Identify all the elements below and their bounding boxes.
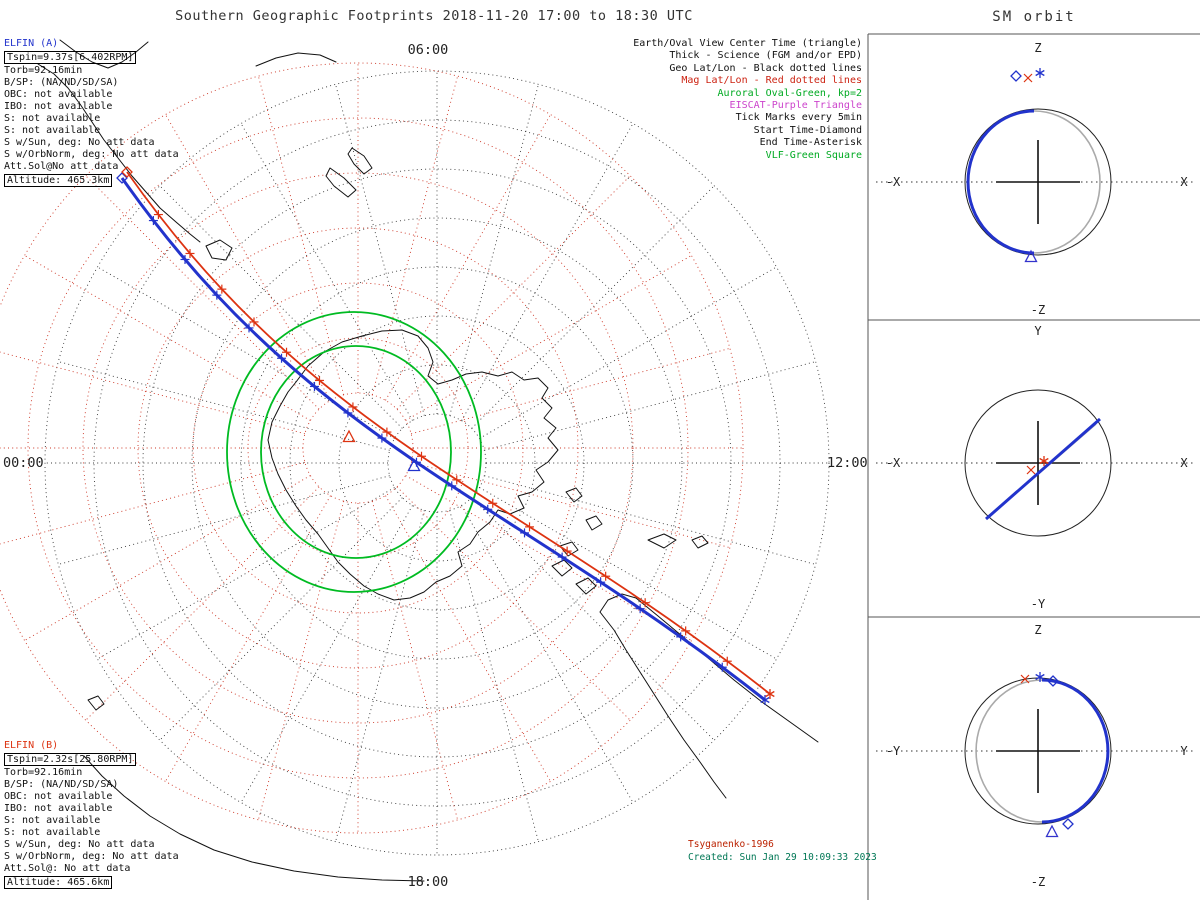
satellite-b-name: ELFIN (B) — [4, 740, 59, 751]
island — [87, 695, 105, 711]
sm-panel-zx: Z -X X -Z — [876, 41, 1196, 317]
satellite-a-s1: S: not available — [4, 113, 101, 124]
satellite-a-s-orbnorm: S w/OrbNorm, deg: No att data — [4, 149, 179, 160]
sm-panel-zy: Z -Y Y -Z — [876, 623, 1196, 889]
legend-line: VLF-Green Square — [765, 149, 862, 161]
new-zealand-south — [325, 167, 357, 198]
antarctica-coast — [267, 329, 559, 601]
south-america-west-coast — [599, 611, 727, 799]
legend-line: End Time-Asterisk — [759, 137, 862, 149]
legend-line: Thick - Science (FGM and/or EPD) — [669, 50, 862, 62]
satellite-b-obc: OBC: not available — [4, 791, 113, 802]
satellite-b-bsp: B/SP: (NA/ND/SD/SA) — [4, 779, 119, 790]
legend-line: Auroral Oval-Green, kp=2 — [717, 87, 863, 99]
satellite-b-altitude: Altitude: 465.6km — [4, 876, 113, 889]
sm2-axis-top: Y — [1034, 324, 1042, 338]
sm1-axis-left: -X — [886, 175, 901, 189]
sm-orbit-title: SM orbit — [992, 9, 1076, 25]
sm1-axis-top: Z — [1034, 41, 1041, 55]
satellite-a-tspin: Tspin=9.37s[6.402RPM] — [4, 51, 137, 64]
sm3-orbit-nearside — [1041, 678, 1110, 824]
sm1-orbit-nearside — [966, 109, 1035, 255]
satellite-b-s1: S: not available — [4, 815, 101, 826]
island — [559, 541, 579, 557]
footer-block: Tsyganenko-1996 Created: Sun Jan 29 10:0… — [688, 838, 877, 864]
sm3-axis-top: Z — [1034, 623, 1041, 637]
legend-line: Earth/Oval View Center Time (triangle) — [633, 38, 862, 49]
sm3-axis-bottom: -Z — [1031, 875, 1045, 889]
new-zealand-north — [347, 147, 373, 175]
page-title: Southern Geographic Footprints 2018-11-2… — [175, 8, 693, 24]
south-america-east-coast — [635, 597, 819, 743]
legend-line: Tick Marks every 5min — [735, 112, 862, 124]
island — [565, 487, 583, 503]
sm-orbit-markers — [1010, 68, 1074, 838]
satellite-a-altitude: Altitude: 465.3km — [4, 174, 113, 187]
sm2-earth-circle — [964, 389, 1112, 537]
sm2-axis-right: X — [1180, 456, 1188, 470]
geographic-grid — [44, 70, 830, 856]
sm3-axis-left: -Y — [886, 744, 901, 758]
satellite-b-s-sun: S w/Sun, deg: No att data — [4, 839, 155, 850]
clock-label-bottom: 18:00 — [408, 874, 449, 890]
satellite-a-bsp: B/SP: (NA/ND/SD/SA) — [4, 77, 119, 88]
satellite-a-ibo: IBO: not available — [4, 101, 113, 112]
clock-label-left: 00:00 — [3, 455, 44, 471]
satellite-b-torb: Torb=92.16min — [4, 767, 83, 778]
legend-line: EISCAT-Purple Triangle — [729, 100, 862, 112]
top-edge-coast — [255, 52, 337, 67]
island — [551, 559, 573, 577]
satellite-b-att-sol: Att.Sol@: No att data — [4, 863, 131, 874]
sm2-axis-bottom: -Y — [1031, 597, 1046, 611]
legend-line: Geo Lat/Lon - Black dotted lines — [669, 62, 862, 74]
island — [647, 533, 677, 549]
africa-coast — [83, 755, 425, 882]
satellite-b-s2: S: not available — [4, 827, 101, 838]
sm1-axis-right: X — [1180, 175, 1188, 189]
field-model-label: Tsyganenko-1996 — [688, 839, 774, 850]
sm3-axis-right: Y — [1180, 744, 1188, 758]
elfin-a-info-block: ELFIN (A) Tspin=9.37s[6.402RPM] Torb=92.… — [4, 38, 179, 188]
island — [691, 535, 709, 549]
sm1-axis-bottom: -Z — [1031, 303, 1045, 317]
sm-panel-yx: Y -X X -Y — [876, 324, 1196, 611]
satellite-a-s2: S: not available — [4, 125, 101, 136]
island — [575, 577, 597, 595]
satellite-b-s-orbnorm: S w/OrbNorm, deg: No att data — [4, 851, 179, 862]
australia-coast — [37, 63, 201, 243]
sm2-orbit-nearside — [985, 417, 1101, 521]
clock-label-top: 06:00 — [408, 42, 449, 58]
satellite-a-att-sol: Att.Sol@No att data — [4, 161, 119, 172]
coastlines — [37, 39, 819, 882]
island — [585, 515, 603, 531]
orbit-tracks — [120, 171, 771, 702]
main-polar-plot: 06:00 00:00 12:00 18:00 — [0, 39, 868, 890]
satellite-a-torb: Torb=92.16min — [4, 65, 83, 76]
legend-line: Start Time-Diamond — [753, 124, 862, 136]
satellite-a-s-sun: S w/Sun, deg: No att data — [4, 137, 155, 148]
legend-line: Mag Lat/Lon - Red dotted lines — [681, 75, 862, 87]
auroral-oval — [226, 311, 482, 593]
elfin-b-info-block: ELFIN (B) Tspin=2.32s[25.80RPM] Torb=92.… — [4, 740, 179, 890]
tasmania — [205, 239, 233, 261]
clock-label-right: 12:00 — [827, 455, 868, 471]
orbit-markers — [116, 166, 775, 705]
sm1-orbit-farside — [1033, 110, 1101, 254]
satellite-b-tspin: Tspin=2.32s[25.80RPM] — [4, 753, 137, 766]
south-america-tip — [599, 593, 637, 613]
sm2-axis-left: -X — [886, 456, 901, 470]
created-timestamp: Created: Sun Jan 29 10:09:33 2023 — [688, 852, 877, 863]
sm1-earth-circle — [964, 108, 1112, 256]
satellite-a-name: ELFIN (A) — [4, 38, 59, 49]
legend-block: Earth/Oval View Center Time (triangle) T… — [520, 38, 862, 162]
satellite-a-obc: OBC: not available — [4, 89, 113, 100]
satellite-b-ibo: IBO: not available — [4, 803, 113, 814]
sm3-orbit-farside — [975, 679, 1043, 823]
